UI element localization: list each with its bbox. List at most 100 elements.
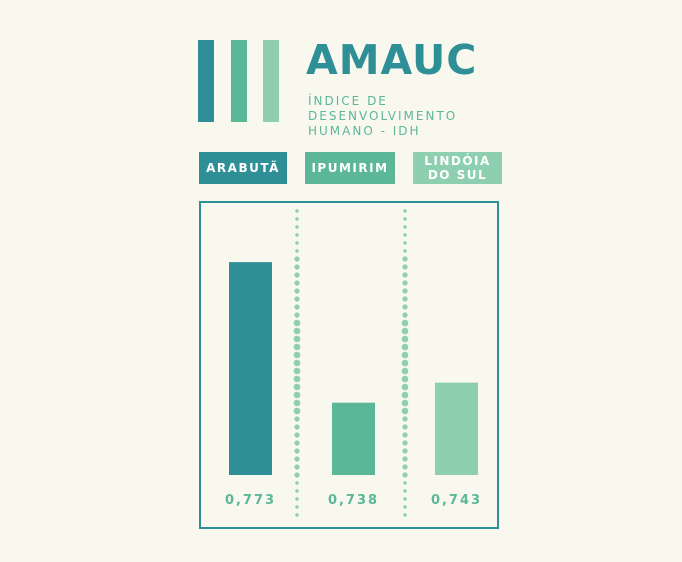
separator-dot (402, 464, 408, 470)
separator-dot (295, 225, 299, 229)
separator-dot (295, 209, 299, 213)
separator-dot (295, 249, 299, 253)
separator-dot (402, 304, 408, 310)
page-title: AMAUC (306, 36, 478, 84)
separator-dot (401, 351, 409, 359)
category-label-line: IPUMIRIM (311, 161, 389, 175)
separator-dot (403, 489, 407, 493)
separator-dot (294, 432, 300, 438)
separator-dot (402, 432, 408, 438)
separator-dot (402, 424, 408, 430)
separator-dot (293, 359, 301, 367)
separator-dot (403, 249, 407, 253)
separator-dot (403, 513, 407, 517)
separator-dot (295, 489, 299, 493)
separator-dot (293, 399, 301, 407)
separator-dot (294, 416, 300, 422)
separator-dot (403, 217, 407, 221)
separator-dot (401, 399, 409, 407)
subtitle-line: DESENVOLVIMENTO (308, 109, 458, 123)
separator-dot (403, 505, 407, 509)
logo-bar-mid (231, 40, 247, 122)
separator-dot (401, 367, 409, 375)
separator-dot (293, 407, 301, 415)
separator-dot (293, 343, 301, 351)
separator-dot (294, 256, 300, 262)
separator-dot (402, 256, 408, 262)
separator-dot (294, 296, 300, 302)
category-label-line: LINDÓIA (424, 154, 491, 168)
separator-dot (401, 335, 409, 343)
separator-dot (293, 383, 301, 391)
value-label-0: 0,773 (225, 493, 276, 508)
separator-dot (293, 351, 301, 359)
separator-dot (294, 312, 300, 318)
separator-dot (294, 440, 300, 446)
logo-bar-dark (198, 40, 214, 122)
page-subtitle: ÍNDICE DE DESENVOLVIMENTO HUMANO - IDH (308, 94, 457, 139)
separator-dot (401, 391, 409, 399)
separator-dot (294, 264, 300, 270)
subtitle-line: ÍNDICE DE (308, 94, 388, 108)
separator-dot (294, 424, 300, 430)
separator-dot (402, 312, 408, 318)
separator-dot (294, 272, 300, 278)
separator-dot (403, 241, 407, 245)
separator-dot (401, 343, 409, 351)
bar-2 (435, 382, 478, 475)
category-label-lindoia-do-sul: LINDÓIA DO SUL (413, 152, 502, 184)
separator-dot (295, 497, 299, 501)
separator-dot (293, 327, 301, 335)
separator-dot (295, 481, 299, 485)
separator-dot (295, 241, 299, 245)
separator-dot (402, 296, 408, 302)
separator-dot (402, 272, 408, 278)
separator-dot (403, 481, 407, 485)
separator-dot (294, 456, 300, 462)
separator-dot (293, 375, 301, 383)
separator-dot (403, 233, 407, 237)
category-label-ipumirim: IPUMIRIM (305, 152, 395, 184)
value-label-1: 0,738 (328, 493, 379, 508)
separator-dot (403, 225, 407, 229)
separator-dot (401, 375, 409, 383)
subtitle-line: HUMANO - IDH (308, 124, 421, 138)
bar-1 (332, 402, 375, 475)
separator-dot (403, 209, 407, 213)
separator-dot (295, 217, 299, 221)
category-label-arabuta: ARABUTÃ (199, 152, 287, 184)
category-label-line: DO SUL (427, 168, 488, 182)
separator-dot (403, 497, 407, 501)
separator-dot (294, 448, 300, 454)
separator-dot (402, 416, 408, 422)
category-label-line: ARABUTÃ (206, 161, 280, 175)
separator-dot (295, 513, 299, 517)
separator-dot (401, 407, 409, 415)
chart-frame (199, 201, 499, 529)
value-label-2: 0,743 (431, 493, 482, 508)
separator-dot (295, 505, 299, 509)
bar-0 (229, 262, 272, 475)
separator-dot (401, 359, 409, 367)
separator-dot (401, 327, 409, 335)
separator-dot (402, 440, 408, 446)
logo-bar-light (263, 40, 279, 122)
separator-dot (294, 288, 300, 294)
separator-dot (293, 391, 301, 399)
separator-dot (294, 472, 300, 478)
separator-dot (402, 264, 408, 270)
separator-dot (401, 383, 409, 391)
separator-dot (402, 448, 408, 454)
separator-dot (402, 456, 408, 462)
separator-dot (293, 319, 301, 327)
separator-dot (295, 233, 299, 237)
separator-dot (294, 304, 300, 310)
separator-dot (293, 367, 301, 375)
separator-dot (402, 288, 408, 294)
separator-dot (294, 464, 300, 470)
separator-dot (293, 335, 301, 343)
separator-dot (401, 319, 409, 327)
separator-dot (402, 472, 408, 478)
separator-dot (402, 280, 408, 286)
